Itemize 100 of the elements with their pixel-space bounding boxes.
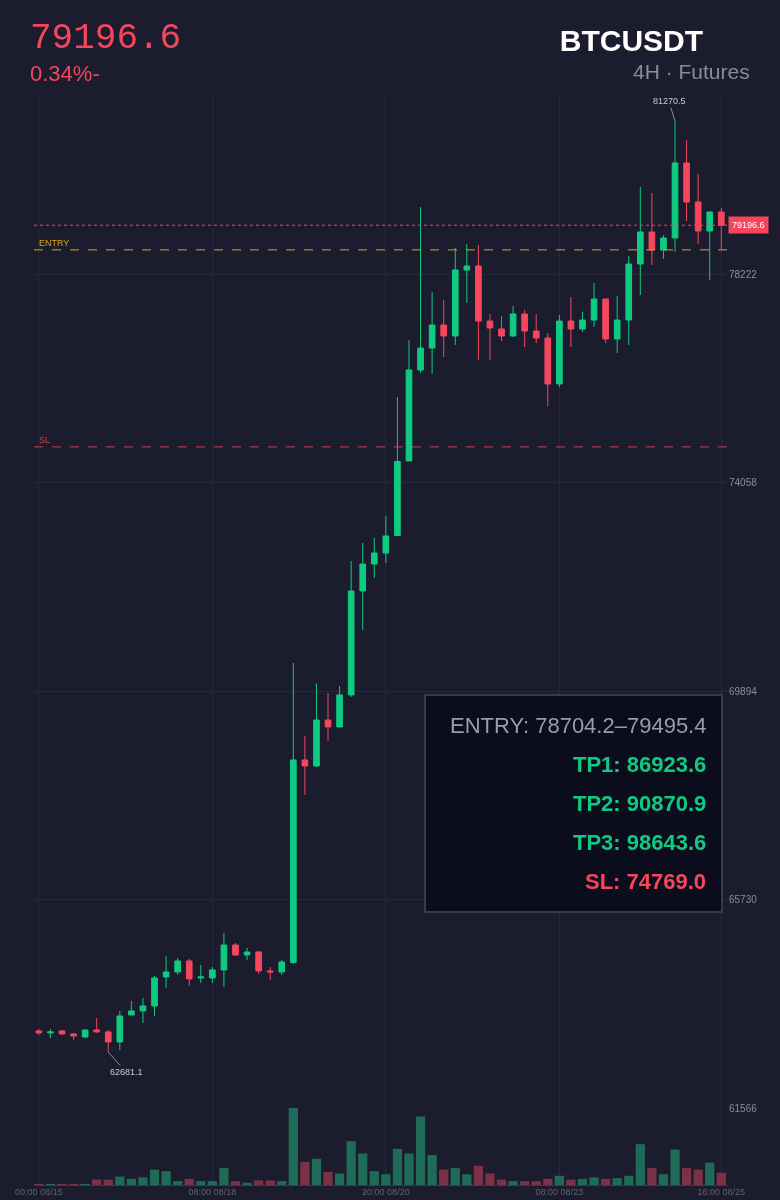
candlestick [104, 1029, 112, 1053]
x-tick-label: 08:00 08/18 [188, 1187, 237, 1197]
candlestick [174, 957, 181, 976]
bar [115, 1176, 125, 1185]
bar [705, 1162, 715, 1185]
bar [334, 1173, 345, 1185]
bar [508, 1181, 518, 1185]
y-tick-label: 61566 [729, 1102, 758, 1114]
bar [138, 1177, 148, 1185]
candlestick [498, 315, 505, 342]
bar [589, 1177, 599, 1185]
bar [681, 1168, 692, 1185]
bar [415, 1116, 426, 1185]
y-tick-label: 65730 [729, 894, 758, 905]
annotation: TP2: 90870.9 [573, 791, 707, 816]
bar [496, 1179, 507, 1185]
ref-line-label: ENTRY [39, 238, 70, 248]
x-tick-label: 20:00 08/20 [362, 1187, 410, 1197]
bar [242, 1182, 252, 1185]
candlestick [116, 1010, 124, 1051]
bar [693, 1169, 703, 1185]
y-tick-label: 74058 [729, 477, 758, 488]
bar [277, 1181, 287, 1185]
candlestick [139, 997, 147, 1024]
candlestick [451, 247, 459, 346]
bar [219, 1168, 229, 1185]
candlestick [486, 313, 494, 361]
bar [473, 1165, 484, 1185]
candlestick [544, 332, 552, 407]
bar [577, 1178, 588, 1185]
candlestick [532, 313, 540, 344]
candlestick [232, 942, 239, 957]
bar [161, 1171, 171, 1185]
candlestick [301, 735, 309, 796]
x-tick-label: 16:00 08/25 [697, 1187, 746, 1197]
candlestick [255, 950, 262, 975]
candlestick [336, 685, 343, 728]
annotation: SL: 74769.0 [585, 869, 707, 894]
annotation: ENTRY: 78704.2–79495.4 [450, 713, 707, 738]
candlestick [602, 298, 609, 344]
bar [358, 1153, 368, 1185]
bar [323, 1171, 333, 1185]
chart-subtitle: 4H · Futures [633, 60, 750, 83]
bar [311, 1158, 322, 1185]
bar [566, 1179, 576, 1185]
candlestick [417, 206, 424, 374]
candlestick [556, 314, 563, 388]
text: 79196.6 [30, 18, 182, 59]
bar [103, 1179, 113, 1185]
candlestick [590, 282, 598, 328]
candlestick [197, 964, 205, 984]
y-tick-label: 78222 [729, 268, 758, 280]
candlestick [35, 1028, 43, 1036]
text: 0.34%- [30, 61, 100, 86]
candlestick [370, 537, 378, 579]
bar [254, 1180, 264, 1185]
candlestick [359, 542, 367, 631]
bar [554, 1175, 564, 1185]
candlestick [266, 966, 274, 981]
bar [300, 1161, 310, 1185]
annotation: TP3: 98643.6 [573, 830, 707, 855]
candlestick [567, 296, 575, 348]
x-tick-label: 00:00 08/15 [15, 1187, 63, 1197]
candlestick [313, 682, 320, 768]
annotation: TP1: 86923.6 [573, 752, 707, 777]
y-tick-label: 69894 [729, 685, 758, 697]
candlestick [660, 234, 667, 260]
candlestick [324, 692, 332, 742]
ref-line-label: 79196.6 [732, 220, 765, 230]
candlestick [671, 120, 679, 253]
candlestick [405, 339, 413, 462]
bar [531, 1181, 541, 1185]
bar [184, 1178, 194, 1185]
candlestick [151, 975, 158, 1017]
bar [427, 1154, 437, 1185]
candlestick [185, 958, 193, 987]
bar [288, 1108, 298, 1185]
candlestick [440, 299, 448, 358]
candlestick [475, 244, 482, 361]
candlestick [81, 1029, 89, 1039]
bar [207, 1181, 217, 1185]
bar [670, 1149, 680, 1185]
bar [543, 1178, 553, 1185]
chart-title: BTCUSDT [559, 23, 704, 57]
candlestick [220, 932, 228, 988]
candlestick [209, 966, 216, 984]
candlestick [683, 139, 690, 222]
candlestick [70, 1032, 77, 1041]
bar [439, 1169, 449, 1185]
bar [647, 1168, 657, 1185]
candlestick [394, 396, 401, 537]
annotation: 62681.1 [110, 1067, 143, 1077]
annotation: 81270.5 [653, 96, 686, 106]
bar [126, 1178, 137, 1185]
candlestick [58, 1029, 66, 1036]
bar [658, 1174, 669, 1185]
candlestick [162, 955, 170, 989]
candlestick [625, 255, 633, 346]
candlestick [278, 959, 286, 976]
bar [230, 1181, 241, 1185]
